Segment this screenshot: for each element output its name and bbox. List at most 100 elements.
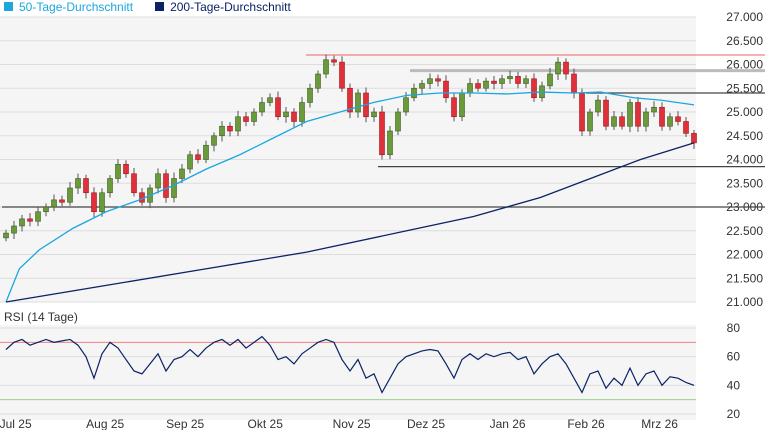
- legend-ma200-swatch: [155, 2, 165, 11]
- candle-down: [163, 173, 169, 198]
- candle-up: [467, 83, 473, 94]
- candle-up: [35, 211, 41, 222]
- candle-up: [267, 97, 273, 103]
- candle-up: [3, 232, 9, 239]
- candle-up: [219, 125, 225, 137]
- candle-down: [435, 78, 441, 82]
- candle-down: [59, 199, 65, 203]
- y-tick-label: 25.500: [726, 81, 763, 95]
- legend-ma50-label: 50-Tage-Durchschnitt: [19, 0, 134, 14]
- candle-down: [531, 78, 537, 99]
- candle-down: [27, 218, 33, 222]
- candle-down: [83, 178, 89, 194]
- candle-up: [507, 76, 513, 80]
- candle-up: [395, 111, 401, 132]
- y-tick-label: 23.500: [726, 176, 763, 190]
- x-tick-label: Nov 25: [333, 417, 371, 430]
- candle-down: [491, 80, 497, 84]
- candle-up: [67, 187, 73, 203]
- legend-ma200[interactable]: 200-Tage-Durchschnitt: [155, 0, 291, 14]
- y-tick-label: 24.000: [726, 153, 763, 167]
- candle-up: [115, 163, 121, 179]
- candle-up: [51, 199, 57, 208]
- y-tick-label: 21.500: [726, 271, 763, 285]
- candle-up: [155, 173, 161, 189]
- rsi-tick-label: 40: [727, 378, 741, 392]
- candle-down: [331, 59, 337, 63]
- candle-up: [499, 78, 505, 84]
- candle-down: [635, 102, 641, 127]
- candle-down: [195, 154, 201, 160]
- candle-up: [171, 178, 177, 198]
- candle-down: [659, 106, 665, 127]
- y-tick-label: 24.500: [726, 129, 763, 143]
- candle-down: [563, 61, 569, 75]
- candle-up: [211, 135, 217, 146]
- candle-down: [123, 163, 129, 175]
- legend-ma50-swatch: [4, 2, 13, 11]
- candle-up: [259, 102, 265, 113]
- candle-down: [379, 111, 385, 156]
- candle-up: [75, 178, 81, 189]
- x-tick-label: Jan 26: [490, 417, 526, 430]
- candle-up: [643, 111, 649, 127]
- legend: 50-Tage-Durchschnitt 200-Tage-Durchschni…: [4, 0, 291, 14]
- candle-down: [91, 192, 97, 213]
- x-tick-label: Aug 25: [86, 417, 124, 430]
- candle-up: [315, 73, 321, 89]
- candle-down: [515, 76, 521, 84]
- candle-up: [555, 61, 561, 75]
- candle-down: [451, 97, 457, 118]
- candle-up: [43, 206, 49, 213]
- x-tick-label: Okt 25: [248, 417, 284, 430]
- x-tick-label: Dez 25: [407, 417, 445, 430]
- candle-up: [611, 116, 617, 127]
- rsi-tick-label: 80: [727, 321, 741, 335]
- candle-down: [619, 116, 625, 127]
- candle-up: [179, 168, 185, 179]
- x-tick-label: Jul 25: [0, 417, 32, 430]
- candle-down: [243, 116, 249, 122]
- candle-down: [691, 133, 697, 144]
- legend-ma200-label: 200-Tage-Durchschnitt: [170, 0, 291, 14]
- candle-down: [275, 97, 281, 118]
- rsi-title: RSI (14 Tage): [4, 310, 78, 324]
- candle-down: [339, 61, 345, 89]
- candle-up: [587, 111, 593, 132]
- candle-up: [419, 83, 425, 89]
- candle-up: [299, 102, 305, 122]
- y-tick-label: 27.000: [726, 10, 763, 24]
- y-tick-label: 22.500: [726, 224, 763, 238]
- candle-up: [203, 144, 209, 160]
- candle-up: [667, 116, 673, 127]
- candle-up: [627, 102, 633, 127]
- candle-up: [355, 92, 361, 113]
- rsi-panel-bg: [0, 325, 696, 420]
- candle-down: [579, 92, 585, 132]
- candle-down: [131, 173, 137, 194]
- legend-ma50[interactable]: 50-Tage-Durchschnitt: [4, 0, 133, 14]
- candle-up: [235, 116, 241, 132]
- candle-up: [459, 92, 465, 118]
- rsi-tick-label: 60: [727, 350, 741, 364]
- x-tick-label: Feb 26: [567, 417, 605, 430]
- candle-down: [571, 73, 577, 94]
- y-tick-label: 25.000: [726, 105, 763, 119]
- candle-up: [427, 78, 433, 84]
- candle-up: [387, 130, 393, 156]
- candle-up: [371, 111, 377, 118]
- candle-up: [283, 111, 289, 118]
- candle-up: [483, 80, 489, 89]
- candle-down: [291, 111, 297, 122]
- rsi-tick-label: 20: [727, 407, 741, 421]
- y-tick-label: 26.500: [726, 34, 763, 48]
- candle-down: [475, 83, 481, 89]
- candle-down: [443, 80, 449, 99]
- candle-up: [403, 97, 409, 113]
- candle-up: [19, 218, 25, 227]
- ma50-line: [5, 91, 695, 303]
- rsi-line: [5, 335, 695, 394]
- candle-up: [411, 87, 417, 99]
- y-tick-label: 21.000: [726, 295, 763, 309]
